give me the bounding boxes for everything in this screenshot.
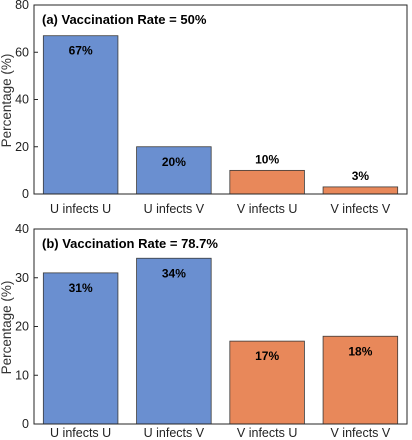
x-tick-label: U infects V [144, 202, 205, 216]
y-tick-label: 60 [15, 45, 29, 59]
x-tick-label: U infects V [144, 426, 205, 440]
y-tick-label: 0 [22, 417, 29, 431]
y-tick-label: 40 [15, 222, 29, 236]
bar-v-infects-u [229, 340, 305, 425]
bar-u-infects-v [136, 257, 212, 425]
y-tick-label: 80 [15, 0, 29, 12]
bar-v-infects-v [322, 186, 399, 195]
data-label: 34% [162, 266, 186, 280]
panel-b: 0 10 20 30 40 Percentage (%) (b) Vaccination R… [0, 222, 408, 440]
y-tick-label: 20 [15, 140, 29, 154]
y-axis-label: Percentage (%) [0, 54, 14, 148]
data-label: 17% [255, 349, 279, 363]
data-label: 31% [69, 281, 93, 295]
y-tick-label: 10 [15, 368, 29, 382]
chart-title: (a) Vaccination Rate = 50% [42, 12, 207, 27]
x-tick-label: V infects V [331, 202, 391, 216]
y-tick-label: 0 [22, 187, 29, 201]
data-label: 20% [162, 155, 186, 169]
bar-v-infects-v [322, 335, 399, 425]
y-tick-label: 40 [15, 93, 29, 107]
data-label: 3% [352, 169, 370, 183]
bar-v-infects-u [229, 169, 305, 195]
bar-u-infects-u [42, 35, 119, 195]
y-tick-label: 30 [15, 271, 29, 285]
x-tick-label: V infects V [331, 426, 391, 440]
bar-u-infects-v [136, 146, 212, 195]
y-axis-label: Percentage (%) [0, 281, 14, 375]
x-tick-label: V infects U [237, 202, 297, 216]
x-tick-label: U infects U [50, 202, 111, 216]
data-label: 10% [255, 152, 279, 166]
data-label: 18% [348, 344, 372, 358]
chart-title: (b) Vaccination Rate = 78.7% [42, 236, 218, 251]
x-tick-label: U infects U [50, 426, 111, 440]
data-label: 67% [69, 44, 93, 58]
bar-u-infects-u [42, 272, 119, 425]
y-tick-label: 20 [15, 320, 29, 334]
x-tick-label: V infects U [237, 426, 297, 440]
panel-a: 0 20 40 60 80 Percentage (%) (a) Vaccination R… [0, 0, 408, 216]
